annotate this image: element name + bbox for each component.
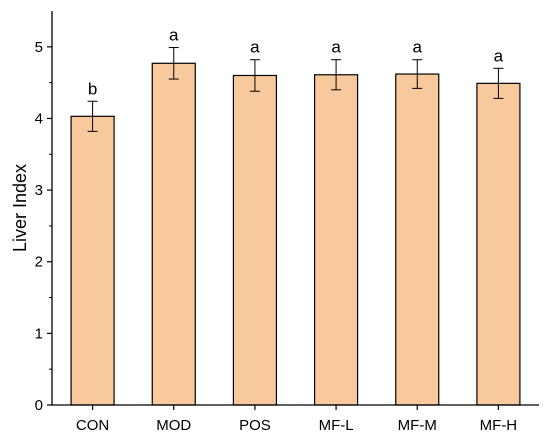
x-tick-label-mod: MOD: [156, 417, 191, 434]
error-bar-mf-h: [493, 67, 504, 99]
y-tick-label: 3: [35, 182, 43, 199]
bar-mod: [151, 62, 196, 406]
significance-label-mf-l: a: [331, 38, 341, 57]
error-bar-mod: [168, 47, 179, 80]
significance-label-mod: a: [169, 26, 179, 45]
significance-labels-layer: b a a a a a: [88, 26, 504, 99]
y-tick-label: 4: [35, 110, 43, 127]
error-bar-pos: [249, 59, 260, 92]
error-bar-mf-l: [331, 59, 342, 91]
significance-label-pos: a: [250, 38, 260, 57]
axes-layer: [51, 11, 539, 406]
error-bars-layer: [87, 47, 504, 132]
x-tick-label-con: CON: [76, 417, 109, 434]
x-tick-label-mf-l: MF-L: [319, 417, 354, 434]
significance-label-con: b: [88, 79, 97, 98]
y-tick-label: 0: [35, 397, 43, 414]
significance-label-mf-h: a: [494, 46, 504, 65]
y-tick-label: 1: [35, 325, 43, 342]
bar-mf-h: [476, 82, 521, 406]
y-axis-title: Liver Index: [10, 164, 30, 252]
y-tick-label: 2: [35, 254, 43, 271]
significance-label-mf-m: a: [413, 38, 423, 57]
error-bar-con: [87, 100, 98, 132]
bar-mf-m: [395, 73, 440, 406]
x-tick-label-mf-m: MF-M: [398, 417, 437, 434]
x-ticks-layer: CON MOD POS MF-L MF-M MF-H: [76, 405, 517, 434]
x-tick-label-pos: POS: [239, 417, 271, 434]
y-ticks-layer: 0 1 2 3 4 5: [35, 39, 52, 414]
error-bar-mf-m: [412, 59, 423, 89]
x-tick-label-mf-h: MF-H: [480, 417, 518, 434]
y-tick-label: 5: [35, 39, 43, 56]
bar-mf-l: [313, 74, 359, 406]
bar-pos: [232, 74, 278, 406]
bars-layer: [70, 62, 521, 406]
bar-con: [70, 115, 115, 406]
